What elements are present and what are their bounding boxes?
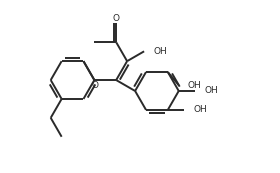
Text: OH: OH — [193, 105, 207, 114]
Text: O: O — [92, 80, 99, 89]
Text: OH: OH — [188, 81, 201, 90]
Text: OH: OH — [204, 86, 218, 95]
Text: OH: OH — [153, 47, 167, 56]
Text: O: O — [113, 14, 120, 23]
